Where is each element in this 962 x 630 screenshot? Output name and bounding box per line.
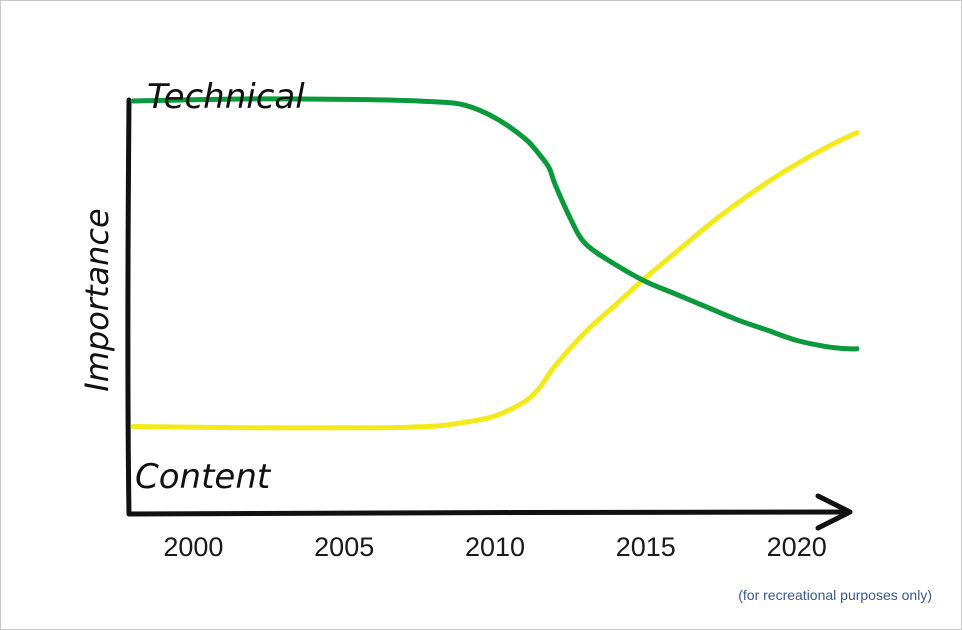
x-tick-label: 2005 xyxy=(314,532,374,562)
series-line-technical xyxy=(130,96,860,352)
series-layer xyxy=(130,96,860,431)
series-line-content xyxy=(130,130,860,431)
y-axis xyxy=(125,97,132,517)
x-tick-labels: 2000 2005 2010 2015 2020 xyxy=(163,532,826,562)
x-tick-label: 2020 xyxy=(767,532,827,562)
series-label-content: Content xyxy=(135,457,272,497)
x-tick-label: 2010 xyxy=(465,532,525,562)
x-tick-label: 2000 xyxy=(163,532,223,562)
x-axis xyxy=(126,509,851,517)
series-label-technical: Technical xyxy=(147,77,305,117)
footnote: (for recreational purposes only) xyxy=(738,587,932,603)
x-tick-label: 2015 xyxy=(616,532,676,562)
y-axis-label: Importance xyxy=(78,208,116,391)
x-axis-arrowhead xyxy=(815,493,853,531)
